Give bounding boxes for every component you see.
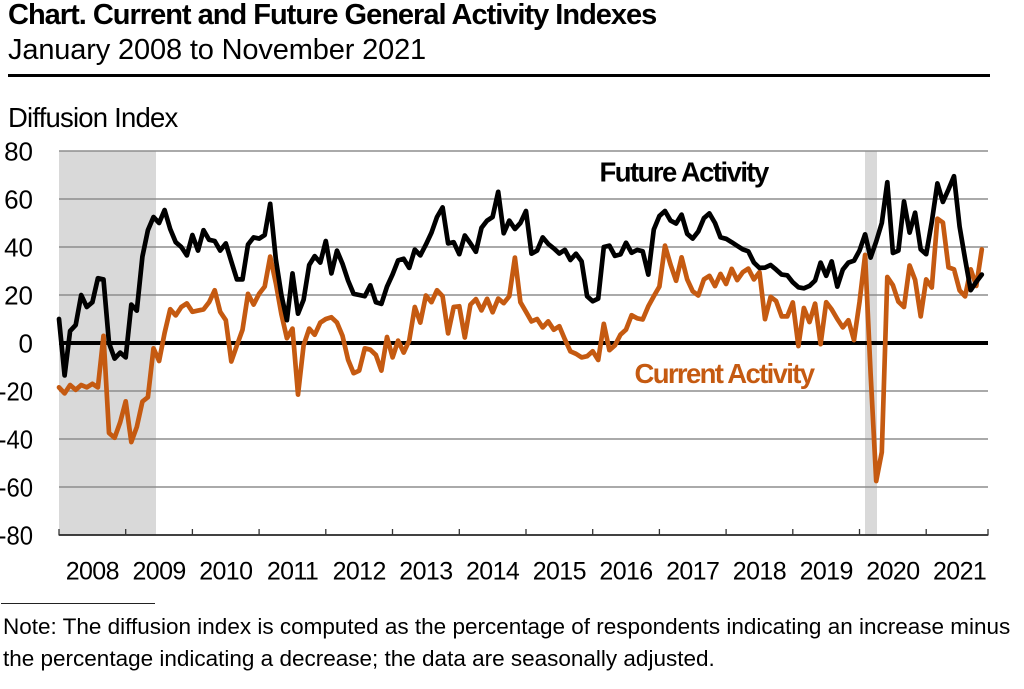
svg-text:40: 40	[4, 232, 33, 262]
svg-text:2018: 2018	[733, 557, 786, 585]
svg-text:2010: 2010	[199, 557, 252, 585]
svg-text:2012: 2012	[333, 557, 386, 585]
svg-text:60: 60	[4, 184, 33, 214]
svg-text:2021: 2021	[933, 557, 986, 585]
svg-text:2020: 2020	[866, 557, 919, 585]
svg-text:-40: -40	[0, 424, 33, 454]
svg-text:2011: 2011	[267, 557, 318, 585]
svg-text:Future Activity: Future Activity	[600, 157, 771, 188]
svg-text:-80: -80	[0, 520, 33, 550]
svg-text:2009: 2009	[132, 557, 185, 585]
svg-text:80: 80	[4, 136, 33, 166]
svg-text:2015: 2015	[533, 557, 586, 585]
svg-text:2016: 2016	[599, 557, 652, 585]
svg-text:0: 0	[19, 328, 33, 358]
svg-text:20: 20	[4, 280, 33, 310]
svg-text:-60: -60	[0, 472, 33, 502]
svg-text:2017: 2017	[666, 557, 719, 585]
svg-text:2014: 2014	[466, 557, 520, 585]
svg-text:2013: 2013	[399, 557, 452, 585]
svg-text:2019: 2019	[800, 557, 853, 585]
svg-text:2008: 2008	[66, 557, 119, 585]
svg-text:Current Activity: Current Activity	[635, 358, 816, 389]
svg-text:-20: -20	[0, 376, 33, 406]
